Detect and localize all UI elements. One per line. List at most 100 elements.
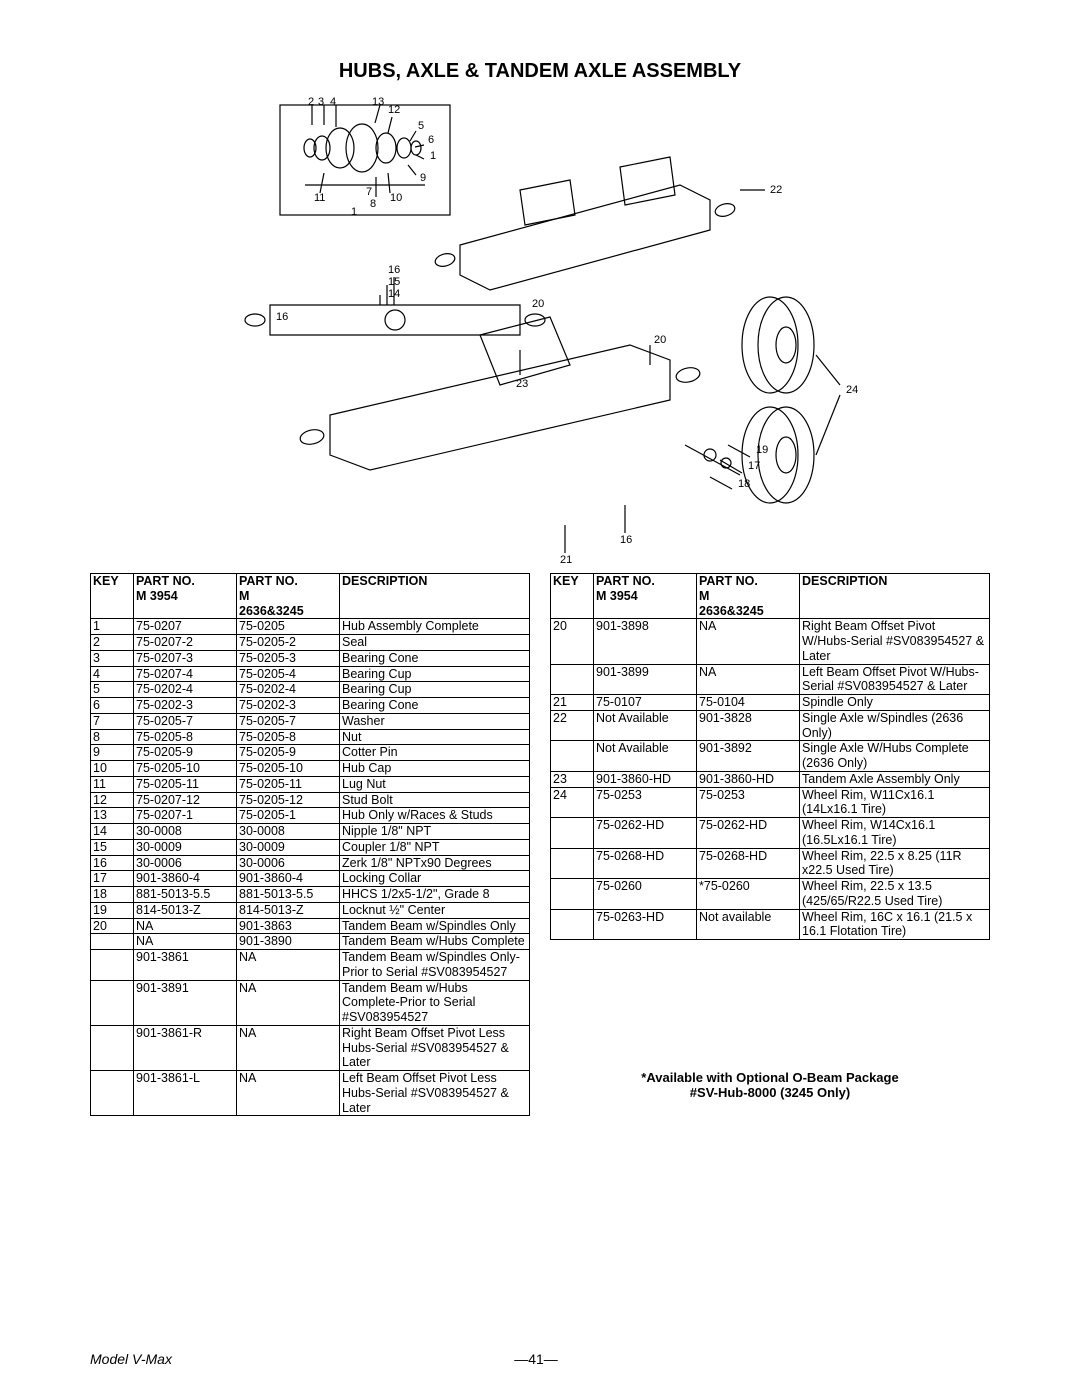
- cell-k: [551, 879, 594, 910]
- cell-p1: 901-3861: [134, 950, 237, 981]
- cell-k: 20: [91, 918, 134, 934]
- table-row: 775-0205-775-0205-7Washer: [91, 713, 530, 729]
- cell-k: 12: [91, 792, 134, 808]
- cell-p1: 901-3861-R: [134, 1025, 237, 1070]
- cell-p1: 75-0263-HD: [594, 909, 697, 940]
- cell-k: 2: [91, 635, 134, 651]
- cell-p1: 75-0205-8: [134, 729, 237, 745]
- cell-p1: Not Available: [594, 741, 697, 772]
- cell-p1: 75-0260: [594, 879, 697, 910]
- svg-text:6: 6: [428, 134, 434, 146]
- table-row: 18881-5013-5.5881-5013-5.5HHCS 1/2x5-1/2…: [91, 887, 530, 903]
- svg-text:10: 10: [390, 192, 402, 204]
- svg-text:1: 1: [430, 150, 436, 162]
- cell-d: Tandem Beam w/Spindles Only: [340, 918, 530, 934]
- cell-k: 16: [91, 855, 134, 871]
- svg-text:20: 20: [532, 298, 544, 310]
- cell-p1: 75-0207-4: [134, 666, 237, 682]
- cell-p1: 901-3861-L: [134, 1071, 237, 1116]
- cell-p1: 901-3899: [594, 664, 697, 695]
- svg-text:9: 9: [420, 172, 426, 184]
- table-row: 375-0207-375-0205-3Bearing Cone: [91, 650, 530, 666]
- footnote: *Available with Optional O-Beam Package …: [550, 1070, 990, 1101]
- footer-page: —41—: [514, 1351, 558, 1367]
- svg-text:20: 20: [654, 334, 666, 346]
- table-row: 1275-0207-1275-0205-12Stud Bolt: [91, 792, 530, 808]
- cell-p2: 75-0205-11: [237, 776, 340, 792]
- cell-d: Bearing Cup: [340, 666, 530, 682]
- cell-d: Wheel Rim, W14Cx16.1 (16.5Lx16.1 Tire): [800, 818, 990, 849]
- cell-k: [91, 1071, 134, 1116]
- cell-k: [551, 848, 594, 879]
- cell-d: Lug Nut: [340, 776, 530, 792]
- table-row: 875-0205-875-0205-8Nut: [91, 729, 530, 745]
- cell-d: Wheel Rim, 22.5 x 13.5 (425/65/R22.5 Use…: [800, 879, 990, 910]
- cell-p1: 75-0107: [594, 695, 697, 711]
- cell-p2: 75-0268-HD: [697, 848, 800, 879]
- cell-k: [91, 934, 134, 950]
- cell-d: Nut: [340, 729, 530, 745]
- cell-p2: NA: [237, 980, 340, 1025]
- cell-p2: 30-0008: [237, 824, 340, 840]
- cell-p1: 75-0262-HD: [594, 818, 697, 849]
- cell-d: Bearing Cone: [340, 698, 530, 714]
- cell-p1: 30-0008: [134, 824, 237, 840]
- th-desc: DESCRIPTION: [340, 574, 530, 589]
- cell-p1: 75-0268-HD: [594, 848, 697, 879]
- table-row: 901-3899NALeft Beam Offset Pivot W/Hubs-…: [551, 664, 990, 695]
- cell-k: 14: [91, 824, 134, 840]
- svg-text:24: 24: [846, 384, 858, 396]
- svg-text:14: 14: [388, 288, 400, 300]
- cell-p2: NA: [237, 1071, 340, 1116]
- table-row: 22Not Available901-3828Single Axle w/Spi…: [551, 710, 990, 741]
- cell-d: Tandem Axle Assembly Only: [800, 771, 990, 787]
- cell-k: 4: [91, 666, 134, 682]
- th-part2a: PART NO.: [237, 574, 340, 589]
- table-row: 475-0207-475-0205-4Bearing Cup: [91, 666, 530, 682]
- svg-text:11: 11: [314, 192, 325, 204]
- cell-p2: 30-0006: [237, 855, 340, 871]
- table-row: 75-0262-HD75-0262-HDWheel Rim, W14Cx16.1…: [551, 818, 990, 849]
- cell-k: 10: [91, 761, 134, 777]
- cell-k: 7: [91, 713, 134, 729]
- cell-p1: 75-0207-3: [134, 650, 237, 666]
- cell-p2: 30-0009: [237, 839, 340, 855]
- cell-d: Wheel Rim, 22.5 x 8.25 (11R x22.5 Used T…: [800, 848, 990, 879]
- cell-d: Bearing Cone: [340, 650, 530, 666]
- table-row: 975-0205-975-0205-9Cotter Pin: [91, 745, 530, 761]
- cell-d: Single Axle W/Hubs Complete (2636 Only): [800, 741, 990, 772]
- cell-k: 19: [91, 902, 134, 918]
- cell-k: 9: [91, 745, 134, 761]
- cell-k: [551, 818, 594, 849]
- cell-k: 5: [91, 682, 134, 698]
- cell-d: Tandem Beam w/Spindles Only-Prior to Ser…: [340, 950, 530, 981]
- footnote-line1: *Available with Optional O-Beam Package: [550, 1070, 990, 1085]
- cell-d: Hub Cap: [340, 761, 530, 777]
- table-row: 75-0263-HDNot availableWheel Rim, 16C x …: [551, 909, 990, 940]
- cell-k: [551, 909, 594, 940]
- svg-text:8: 8: [370, 198, 376, 210]
- cell-p2: 901-3892: [697, 741, 800, 772]
- table-row: 675-0202-375-0202-3Bearing Cone: [91, 698, 530, 714]
- cell-p2: 881-5013-5.5: [237, 887, 340, 903]
- th-part1b: M 3954: [594, 589, 697, 604]
- table-row: 901-3861-LNALeft Beam Offset Pivot Less …: [91, 1071, 530, 1116]
- table-row: 20901-3898NARight Beam Offset Pivot W/Hu…: [551, 619, 990, 664]
- cell-k: 3: [91, 650, 134, 666]
- cell-p2: 75-0205-10: [237, 761, 340, 777]
- cell-d: HHCS 1/2x5-1/2", Grade 8: [340, 887, 530, 903]
- cell-p2: 901-3860-HD: [697, 771, 800, 787]
- cell-k: 6: [91, 698, 134, 714]
- cell-p2: 814-5013-Z: [237, 902, 340, 918]
- cell-k: 8: [91, 729, 134, 745]
- th-part1a: PART NO.: [134, 574, 237, 589]
- cell-p1: 75-0205-7: [134, 713, 237, 729]
- table-row: 275-0207-275-0205-2Seal: [91, 635, 530, 651]
- footer-model: Model V-Max: [90, 1351, 172, 1367]
- cell-k: 1: [91, 619, 134, 635]
- svg-text:7: 7: [366, 186, 372, 198]
- cell-d: Tandem Beam w/Hubs Complete-Prior to Ser…: [340, 980, 530, 1025]
- cell-p2: 901-3860-4: [237, 871, 340, 887]
- table-row: 175-020775-0205Hub Assembly Complete: [91, 619, 530, 635]
- assembly-diagram: 234 1312 561 9108 711 1 22 161514 1620 2…: [220, 95, 860, 565]
